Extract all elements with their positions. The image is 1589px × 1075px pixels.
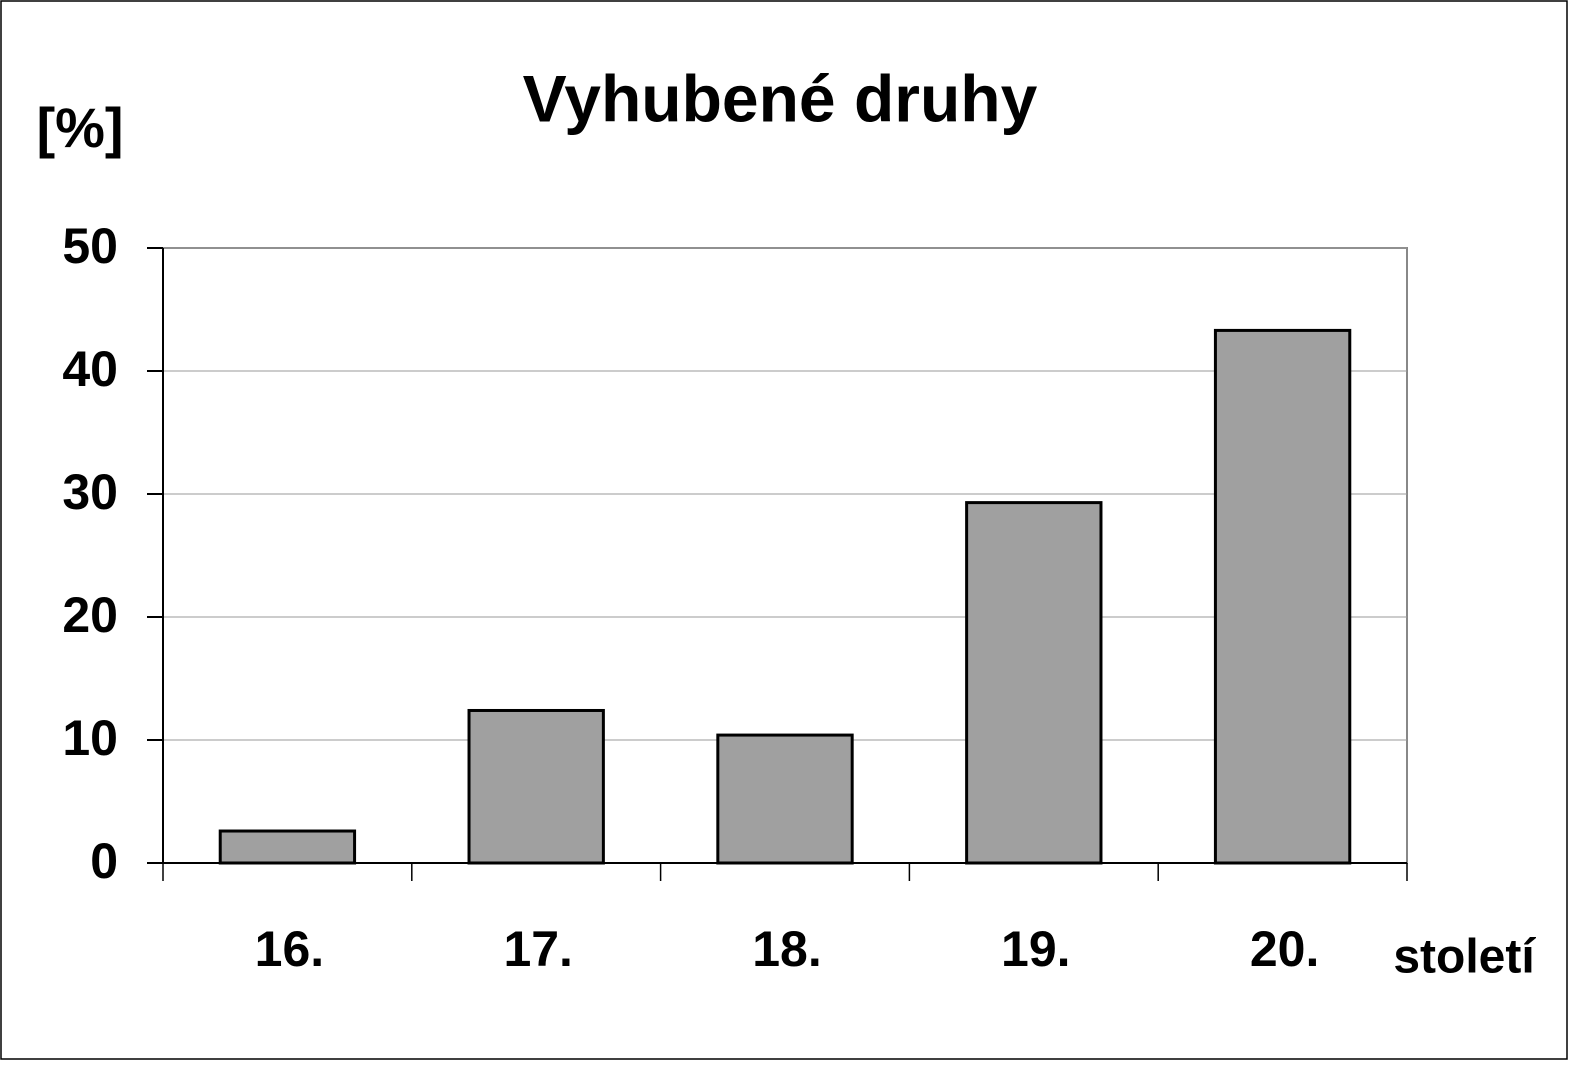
y-tick-label: 20 — [62, 587, 118, 643]
bar — [218, 829, 357, 865]
x-tick-label: 17. — [503, 921, 573, 977]
y-tick-label: 40 — [62, 341, 118, 397]
x-axis-label: století — [1393, 931, 1536, 984]
y-tick-label: 10 — [62, 710, 118, 766]
bar — [1213, 328, 1352, 865]
x-tick-label: 16. — [255, 921, 325, 977]
y-axis-label: [%] — [36, 96, 123, 159]
x-tick-label: 20. — [1250, 921, 1320, 977]
bar — [965, 501, 1103, 865]
chart-title: Vyhubené druhy — [523, 61, 1038, 135]
y-tick-label: 0 — [90, 833, 118, 889]
bar — [716, 733, 854, 865]
y-tick-label: 30 — [62, 464, 118, 520]
bar — [467, 708, 605, 865]
x-tick-label: 18. — [752, 921, 822, 977]
y-tick-label: 50 — [62, 218, 118, 274]
x-tick-label: 19. — [1001, 921, 1071, 977]
